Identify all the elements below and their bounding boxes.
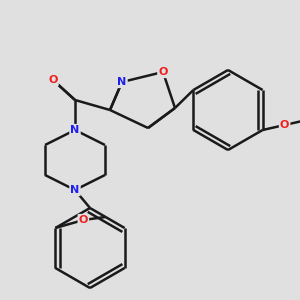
Text: N: N (70, 185, 80, 195)
Text: O: O (158, 67, 168, 77)
Text: O: O (48, 75, 58, 85)
Text: O: O (79, 215, 88, 225)
Text: O: O (280, 120, 289, 130)
Text: N: N (70, 125, 80, 135)
Text: N: N (117, 77, 127, 87)
